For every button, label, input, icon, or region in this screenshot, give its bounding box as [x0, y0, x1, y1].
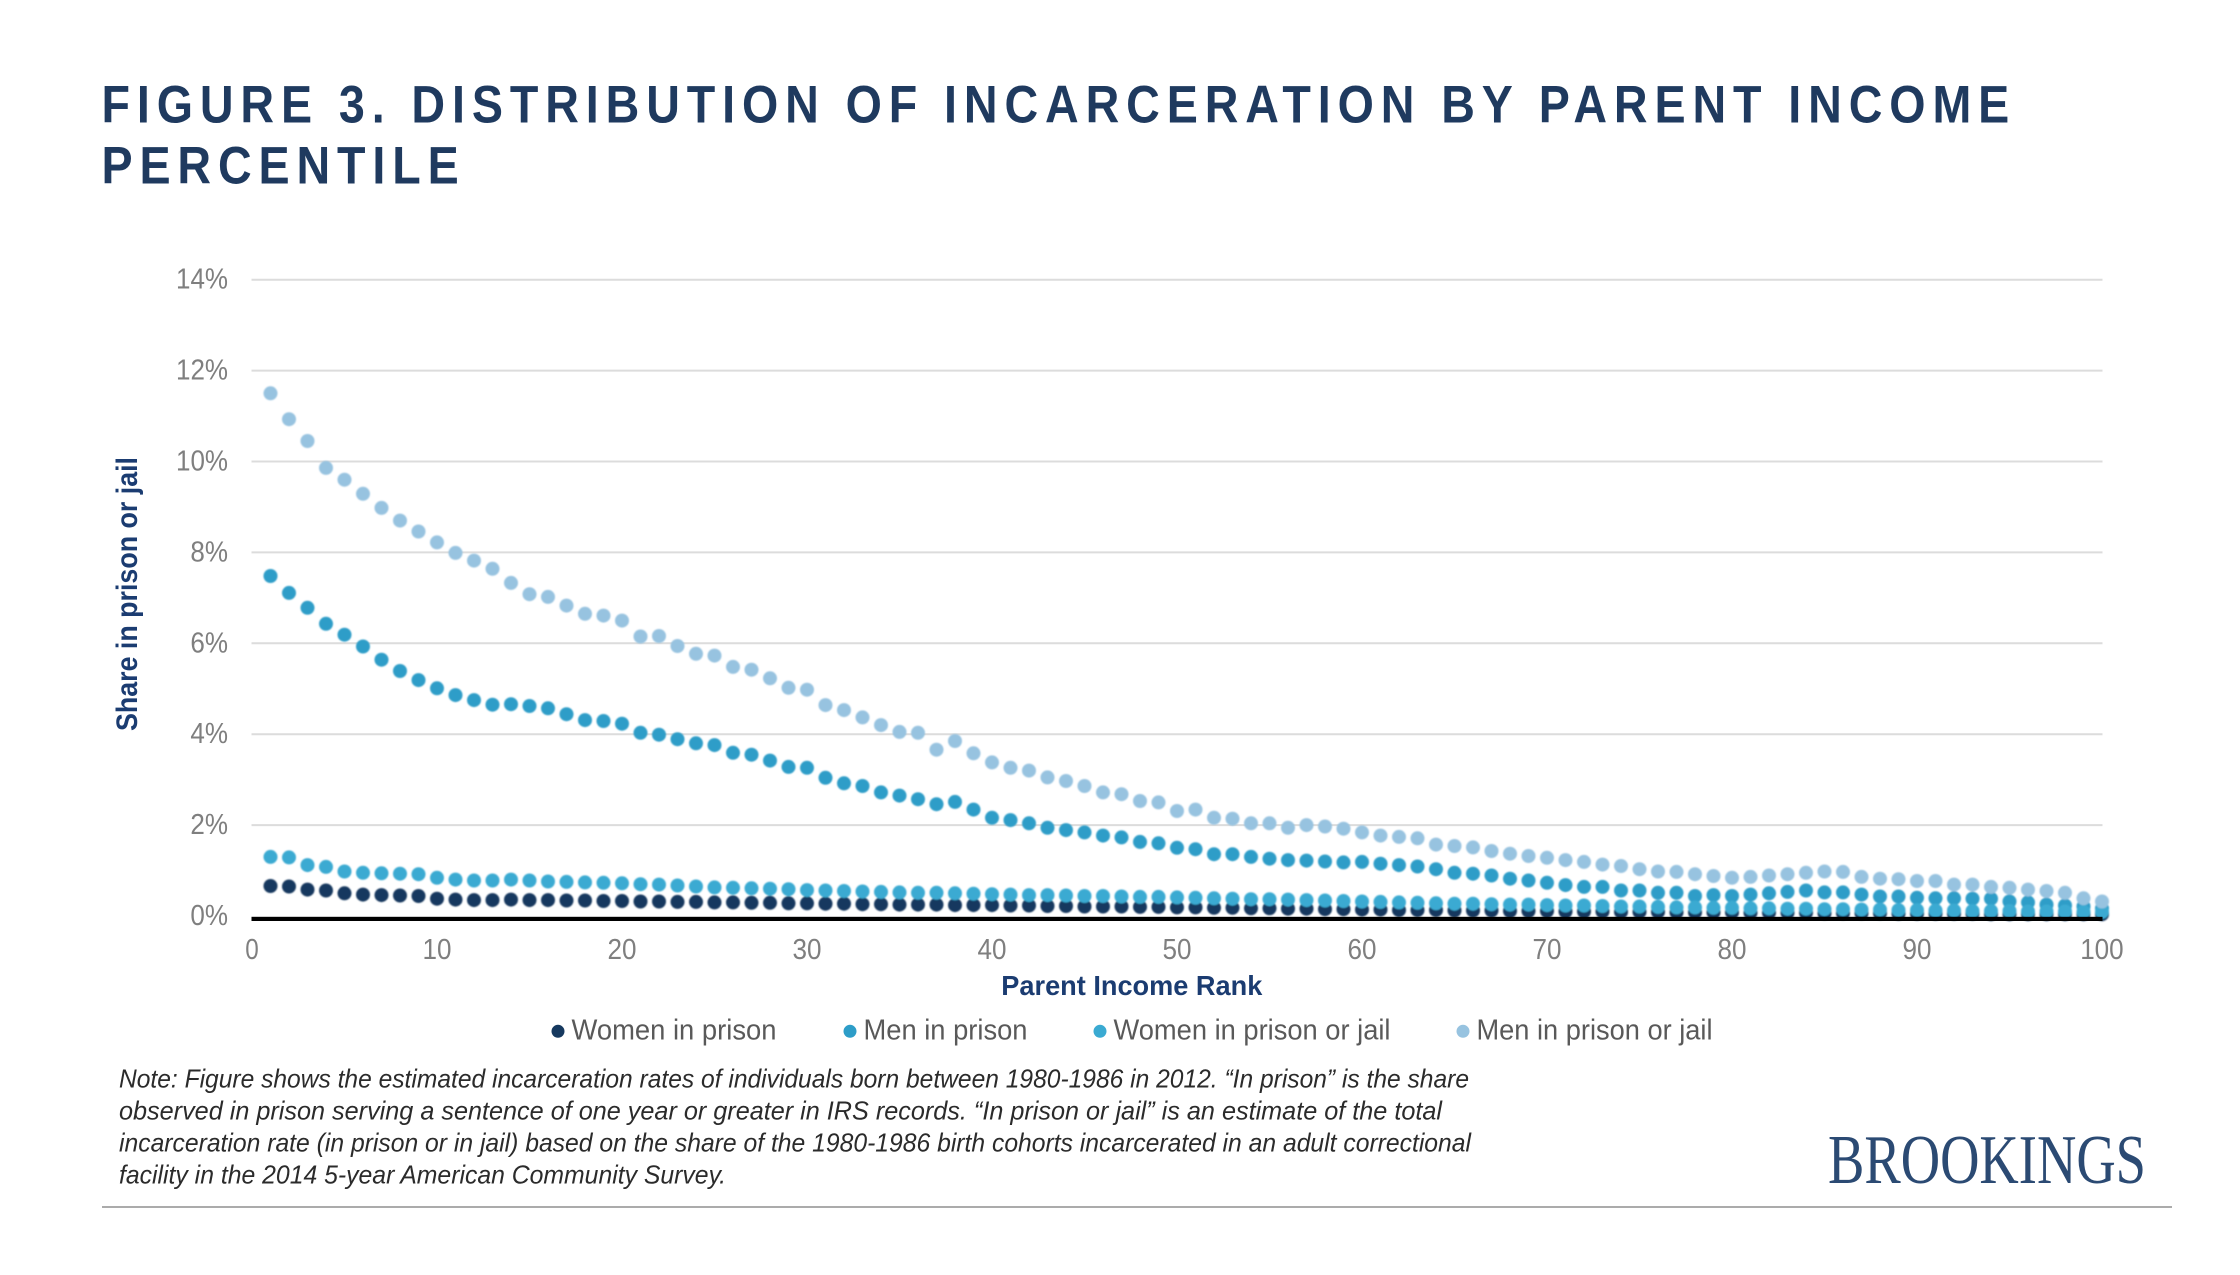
svg-text:Note: Figure shows the estimat: Note: Figure shows the estimated incarce…: [119, 1064, 1469, 1094]
svg-text:Share in prison or jail: Share in prison or jail: [111, 457, 144, 731]
svg-text:Women in prison or jail: Women in prison or jail: [1114, 1015, 1391, 1047]
svg-text:40: 40: [978, 934, 1007, 966]
svg-text:90: 90: [1903, 934, 1932, 966]
svg-text:0%: 0%: [190, 900, 228, 932]
svg-text:30: 30: [793, 934, 822, 966]
svg-text:Parent Income Rank: Parent Income Rank: [1001, 970, 1262, 1001]
svg-text:0: 0: [245, 934, 259, 966]
svg-text:50: 50: [1163, 934, 1192, 966]
svg-text:BROOKINGS: BROOKINGS: [1828, 1122, 2146, 1199]
svg-text:PERCENTILE: PERCENTILE: [101, 136, 458, 195]
svg-text:4%: 4%: [190, 718, 228, 750]
svg-text:70: 70: [1533, 934, 1562, 966]
svg-text:12%: 12%: [176, 355, 228, 387]
svg-text:Men in prison or jail: Men in prison or jail: [1477, 1015, 1713, 1047]
svg-text:10%: 10%: [176, 446, 228, 478]
svg-text:10: 10: [423, 934, 452, 966]
svg-text:6%: 6%: [190, 627, 228, 659]
svg-text:8%: 8%: [190, 536, 228, 568]
svg-text:60: 60: [1348, 934, 1377, 966]
svg-text:Men in prison: Men in prison: [864, 1015, 1028, 1047]
svg-text:facility in the 2014 5-year Am: facility in the 2014 5-year American Com…: [119, 1160, 726, 1190]
svg-text:observed in prison serving a s: observed in prison serving a sentence of…: [119, 1096, 1443, 1126]
svg-text:Women in prison: Women in prison: [572, 1015, 777, 1047]
svg-text:incarceration rate (in prison: incarceration rate (in prison or in jail…: [119, 1128, 1472, 1158]
svg-text:100: 100: [2080, 934, 2124, 966]
svg-text:20: 20: [608, 934, 637, 966]
svg-text:80: 80: [1718, 934, 1747, 966]
svg-text:14%: 14%: [176, 264, 228, 296]
svg-text:2%: 2%: [190, 809, 228, 841]
